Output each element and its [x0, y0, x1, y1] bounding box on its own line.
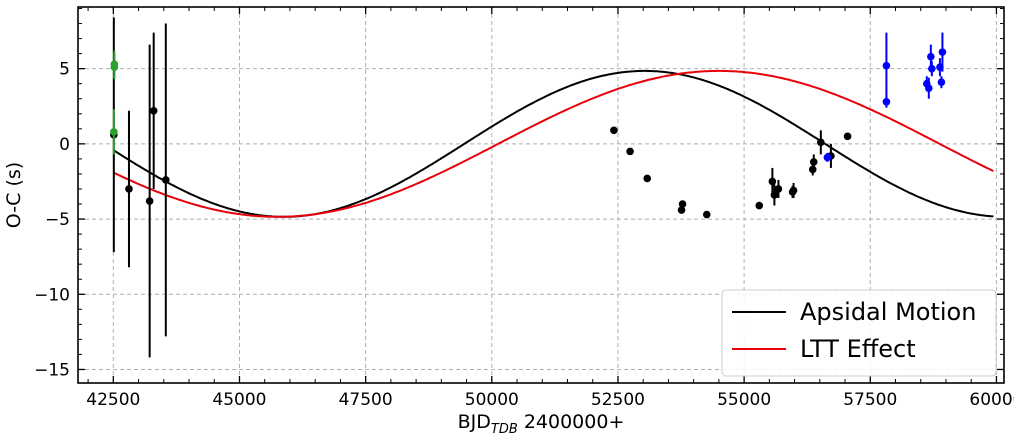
data-point [677, 206, 686, 214]
data-point [162, 176, 170, 184]
series-line-apsidal-motion [112, 69, 994, 218]
y-tick-label: −5 [45, 210, 70, 230]
x-tick-label: 52500 [591, 390, 645, 410]
data-point [928, 64, 936, 73]
legend: Apsidal Motion LTT Effect [721, 289, 997, 377]
data-point [809, 158, 818, 166]
data-point [610, 126, 618, 135]
data-point [925, 84, 933, 93]
legend-box [721, 289, 997, 377]
x-tick-label: 42500 [86, 390, 140, 410]
data-point [643, 174, 652, 183]
tick-labels: 42500 45000 47500 50000 52500 55000 57500 60000… [34, 60, 1014, 410]
x-axis-label-suffix: 2400000+ [518, 411, 625, 433]
data-point [110, 63, 119, 71]
data-point [938, 48, 947, 56]
x-tick-label: 55000 [717, 390, 771, 410]
model-curves [112, 69, 994, 218]
legend-label-apsidal-motion: Apsidal Motion [800, 298, 976, 326]
data-point [817, 138, 825, 147]
series-line-ltt-effect [112, 69, 994, 218]
x-axis-label-subscript: TDB [491, 422, 518, 436]
x-axis-label: BJDTDB 2400000+ [458, 411, 625, 436]
x-tick-label: 60000 [969, 390, 1014, 410]
data-point [823, 153, 832, 162]
plot-frame [77, 6, 1005, 384]
x-axis-label-main: BJD [458, 411, 491, 433]
data-point [770, 191, 779, 199]
legend-label-ltt-effect: LTT Effect [800, 335, 916, 363]
data-point [626, 147, 634, 156]
data-point [774, 185, 783, 193]
data-point [808, 165, 817, 174]
x-tick-label: 57500 [843, 390, 897, 410]
data-point [110, 128, 118, 136]
data-point [149, 106, 158, 115]
y-tick-label: −15 [34, 360, 70, 380]
data-point [788, 188, 797, 196]
y-tick-label: 0 [59, 135, 70, 155]
data-point [755, 201, 764, 210]
data-point [145, 197, 154, 205]
data-point [768, 177, 777, 186]
data-point [702, 210, 711, 219]
observation-points [110, 17, 947, 358]
y-tick-label: 5 [59, 60, 70, 80]
data-point [678, 200, 687, 208]
x-tick-label: 47500 [339, 390, 393, 410]
x-tick-label: 45000 [212, 390, 266, 410]
data-point [882, 61, 891, 70]
data-point [125, 185, 133, 193]
data-point [937, 78, 946, 86]
y-tick-label: −10 [34, 285, 70, 305]
data-point [843, 132, 852, 141]
y-axis-label: O-C (s) [3, 162, 25, 228]
axis-ticks [78, 7, 1004, 383]
data-point [927, 52, 935, 61]
data-point [882, 97, 891, 106]
x-tick-label: 50000 [465, 390, 519, 410]
